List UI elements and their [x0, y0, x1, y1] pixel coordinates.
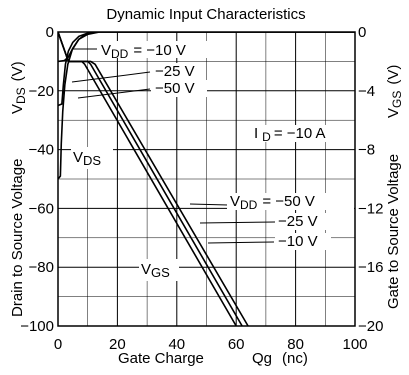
y-left-axis-label: Drain to Source Voltage — [9, 159, 26, 317]
x-axis-unit: (nc) — [282, 350, 308, 367]
bg-id — [251, 125, 351, 142]
y-right-axis-label: Gate to Source Voltage — [385, 154, 402, 309]
annotation-backgrounds — [71, 41, 354, 281]
y-left-tick-label: −100 — [20, 318, 54, 335]
y-left-tick-label: −40 — [29, 142, 54, 159]
bg-vdd-bottom-2 — [275, 213, 329, 230]
y-right-tick-label: −16 — [358, 259, 383, 276]
bg-vdd-top-2 — [151, 63, 204, 80]
bg-vds — [71, 147, 113, 169]
x-tick-label: 60 — [228, 336, 245, 353]
leader-lines — [71, 48, 276, 244]
y-left-axis-ticks: 0 −20 −40 −60 −80 −100 — [20, 24, 54, 335]
label-id: I D = −10 A — [254, 125, 326, 144]
x-tick-label: 100 — [342, 336, 367, 353]
bg-vdd-bottom — [227, 193, 354, 210]
x-axis-label: Gate Charge — [118, 350, 204, 367]
y-right-tick-label: −12 — [358, 200, 383, 217]
y-right-tick-label: −4 — [358, 83, 375, 100]
leader-vgs-25 — [199, 221, 276, 224]
label-vds: VDS — [73, 149, 101, 168]
y-right-axis-symbol: VGS(V) — [385, 65, 404, 118]
label-vdd-bottom-3: −10 V — [278, 233, 318, 250]
x-tick-label: 40 — [168, 336, 185, 353]
x-tick-label: 0 — [54, 336, 62, 353]
curve-vgs-vdd50 — [58, 32, 237, 326]
bg-vgs — [139, 259, 179, 281]
x-axis-symbol: Qg — [252, 350, 272, 367]
y-right-axis-ticks: 0 −4 −8 −12 −16 −20 — [358, 24, 383, 335]
y-right-tick-label: 0 — [358, 24, 366, 41]
label-vdd-bottom: VDD = −50 V — [230, 193, 315, 212]
leader-vgs-10 — [207, 241, 275, 244]
x-tick-label: 80 — [287, 336, 304, 353]
chart-title: Dynamic Input Characteristics — [106, 6, 305, 23]
y-left-axis-symbol: VDS(V) — [9, 61, 28, 114]
x-tick-label: 20 — [109, 336, 126, 353]
y-left-tick-label: −20 — [29, 83, 54, 100]
label-vdd-top: VDD = −10 V — [101, 42, 186, 61]
label-vdd-bottom-2: −25 V — [278, 213, 318, 230]
label-vdd-top-2: −25 V — [155, 63, 195, 80]
bg-vdd-top — [97, 41, 222, 58]
y-left-tick-label: −60 — [29, 200, 54, 217]
y-left-tick-label: 0 — [46, 24, 54, 41]
curve-vds-vdd50 — [58, 32, 355, 180]
label-vdd-top-3: −50 V — [155, 80, 195, 97]
bg-vdd-bottom-3 — [275, 233, 331, 250]
curves — [58, 32, 355, 326]
curve-vds-vdd25 — [58, 32, 355, 107]
x-axis-ticks: 0 20 40 60 80 100 — [54, 336, 368, 353]
leader-vgs-50 — [189, 203, 229, 206]
y-right-tick-label: −8 — [358, 142, 375, 159]
leader-vdd-50 — [77, 88, 151, 99]
y-right-tick-label: −20 — [358, 318, 383, 335]
y-left-tick-label: −80 — [29, 259, 54, 276]
leader-vdd-25 — [71, 71, 151, 83]
label-vgs: VGS — [141, 261, 170, 280]
bg-vdd-top-3 — [151, 80, 207, 97]
